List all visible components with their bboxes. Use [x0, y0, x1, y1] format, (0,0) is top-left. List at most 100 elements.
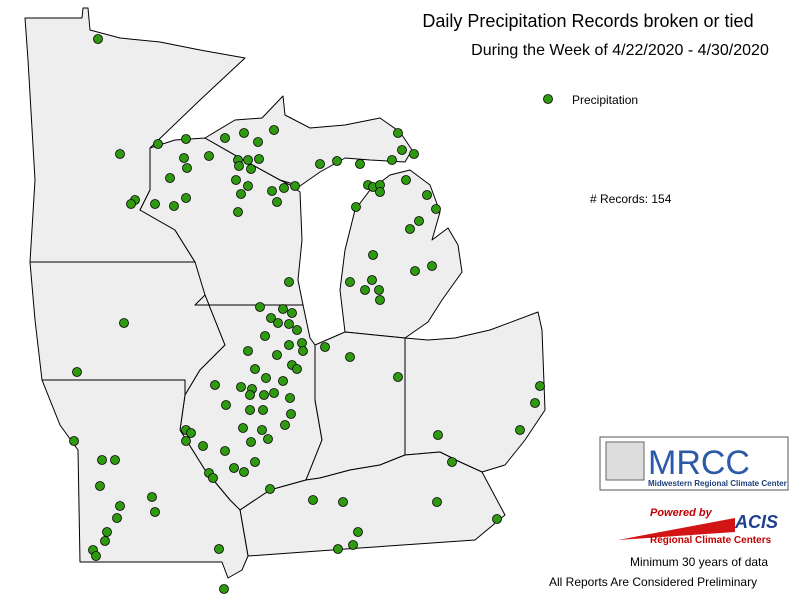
- record-dot: [269, 125, 279, 135]
- record-dot: [208, 473, 218, 483]
- record-dot: [181, 134, 191, 144]
- record-dot: [290, 181, 300, 191]
- record-dot: [243, 155, 253, 165]
- record-dot: [147, 492, 157, 502]
- record-dot: [72, 367, 82, 377]
- record-dot: [250, 457, 260, 467]
- record-dot: [298, 346, 308, 356]
- record-dot: [97, 455, 107, 465]
- kentucky: [239, 451, 506, 557]
- record-dot: [229, 463, 239, 473]
- record-dot: [287, 308, 297, 318]
- record-dot: [284, 277, 294, 287]
- record-dot: [333, 544, 343, 554]
- note: Minimum 30 years of data: [630, 555, 768, 569]
- record-dot: [254, 154, 264, 164]
- record-dot: [91, 551, 101, 561]
- record-dot: [353, 527, 363, 537]
- logo-full-name: Midwestern Regional Climate Center: [648, 479, 787, 488]
- record-dot: [265, 484, 275, 494]
- record-dot: [367, 275, 377, 285]
- record-dot: [280, 420, 290, 430]
- acis-powered: Powered by: [650, 507, 713, 519]
- record-dot: [375, 295, 385, 305]
- record-dot: [279, 183, 289, 193]
- record-dot: [126, 199, 136, 209]
- record-dot: [182, 163, 192, 173]
- record-dot: [405, 224, 415, 234]
- record-dot: [115, 149, 125, 159]
- record-dot: [263, 434, 273, 444]
- record-dot: [245, 390, 255, 400]
- record-dot: [234, 161, 244, 171]
- title: Daily Precipitation Records broken or ti…: [422, 11, 753, 31]
- record-dot: [204, 151, 214, 161]
- record-dot: [179, 153, 189, 163]
- record-dot: [260, 331, 270, 341]
- record-dot: [492, 514, 502, 524]
- record-dot: [320, 342, 330, 352]
- record-dot: [102, 527, 112, 537]
- record-dot: [393, 128, 403, 138]
- record-dot: [535, 381, 545, 391]
- record-dot: [239, 128, 249, 138]
- record-dot: [422, 190, 432, 200]
- record-dot: [292, 325, 302, 335]
- record-dot: [239, 467, 249, 477]
- record-dot: [433, 430, 443, 440]
- acis-swoosh: [618, 518, 735, 540]
- record-dot: [292, 364, 302, 374]
- record-dot: [269, 388, 279, 398]
- record-dot: [332, 156, 342, 166]
- record-dot: [169, 201, 179, 211]
- record-dot: [100, 536, 110, 546]
- record-dot: [273, 318, 283, 328]
- record-dot: [236, 189, 246, 199]
- record-dot: [236, 382, 246, 392]
- record-dot: [351, 202, 361, 212]
- record-label: # Records:: [590, 192, 648, 206]
- states: [24, 7, 546, 579]
- record-dot: [93, 34, 103, 44]
- record-dot: [150, 199, 160, 209]
- record-dot: [414, 216, 424, 226]
- record-dot: [278, 376, 288, 386]
- record-dot: [284, 319, 294, 329]
- record-dot: [198, 441, 208, 451]
- record-dot: [409, 149, 419, 159]
- record-dot: [181, 193, 191, 203]
- record-dot: [220, 133, 230, 143]
- iowa: [29, 261, 226, 396]
- record-dot: [245, 405, 255, 415]
- acis-name: ACIS: [734, 512, 778, 532]
- acis-subtitle: Regional Climate Centers: [650, 535, 772, 546]
- indiana: [305, 331, 406, 481]
- missouri: [41, 379, 249, 579]
- record-dot: [119, 318, 129, 328]
- record-dot: [530, 398, 540, 408]
- record-dot: [250, 364, 260, 374]
- record-dot: [272, 197, 282, 207]
- michigan-lp: [339, 169, 463, 339]
- record-number: 154: [651, 192, 671, 206]
- record-dot: [233, 207, 243, 217]
- record-dot: [181, 436, 191, 446]
- record-dot: [427, 261, 437, 271]
- record-dot: [257, 425, 267, 435]
- record-dot: [186, 428, 196, 438]
- note: All Reports Are Considered Preliminary: [549, 575, 757, 589]
- record-dot: [348, 540, 358, 550]
- record-count: # Records: 154: [590, 192, 672, 206]
- record-dot: [278, 304, 288, 314]
- acis-logo: Powered by ACIS Regional Climate Centers: [618, 507, 778, 546]
- record-dot: [345, 352, 355, 362]
- legend-label: Precipitation: [572, 93, 638, 107]
- record-dot: [432, 497, 442, 507]
- logo-name: MRCC: [648, 444, 750, 482]
- record-dot: [375, 187, 385, 197]
- record-dot: [165, 173, 175, 183]
- record-dot: [368, 250, 378, 260]
- record-dot: [431, 204, 441, 214]
